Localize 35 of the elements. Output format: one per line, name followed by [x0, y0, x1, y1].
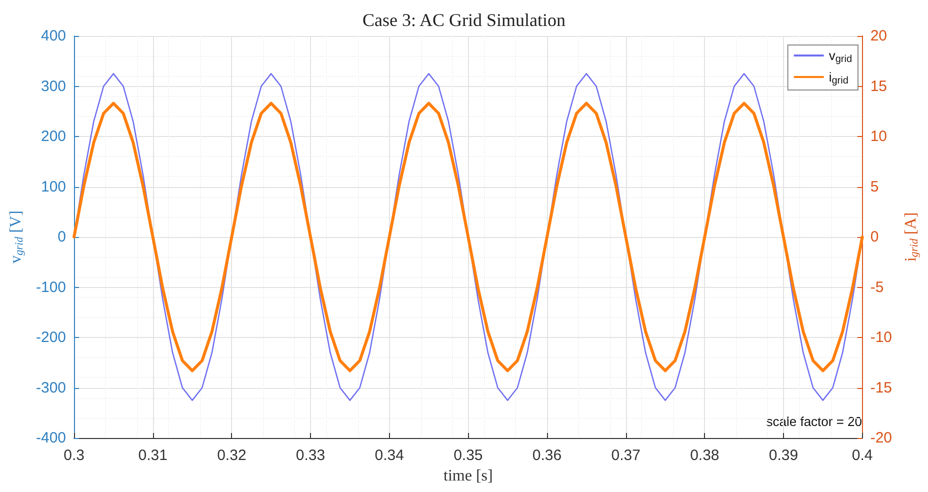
- x-axis-title: time [s]: [444, 468, 493, 484]
- y2-tick-label: 0: [870, 228, 879, 246]
- y2-tick-label: -5: [870, 278, 884, 296]
- line-series: [72, 102, 864, 372]
- x-tick-label: 0.32: [217, 447, 246, 464]
- x-tick-label: 0.4: [852, 447, 873, 464]
- x-tick-label: 0.38: [690, 447, 720, 464]
- x-tick-label: 0.3: [64, 447, 84, 464]
- y2-tick-label: 15: [870, 78, 888, 95]
- annotation: scale factor = 20: [766, 414, 862, 429]
- x-tick-label: 0.39: [768, 447, 798, 464]
- x-tick-label: 0.33: [296, 447, 326, 464]
- y-tick-label: -300: [36, 379, 66, 396]
- x-tick-label: 0.35: [454, 447, 483, 464]
- y-tick-label: 0: [58, 228, 66, 246]
- x-tick-label: 0.34: [374, 447, 404, 464]
- y-tick-label: 400: [40, 28, 66, 44]
- y2-tick-label: -15: [870, 379, 892, 396]
- y2-tick-label: -20: [870, 430, 892, 446]
- chart-title: Case 3: AC Grid Simulation: [362, 10, 566, 30]
- y-tick-label: 100: [40, 178, 66, 196]
- y2-tick-label: 10: [870, 128, 888, 145]
- y2-tick-label: 5: [870, 178, 879, 196]
- x-tick-label: 0.31: [138, 447, 168, 464]
- y2-tick-label: 20: [870, 28, 888, 44]
- x-tick-label: 0.37: [611, 447, 640, 464]
- x-tick-label: 0.36: [532, 447, 562, 464]
- y2-axis-title: igrid [A]: [902, 212, 920, 262]
- y2-tick-label: -10: [870, 329, 892, 346]
- y-tick-label: -100: [36, 278, 66, 296]
- y-tick-label: -400: [36, 430, 66, 446]
- y-axis-title: vgrid [V]: [8, 210, 26, 264]
- y-tick-label: -200: [36, 329, 66, 346]
- y-tick-label: 300: [40, 78, 66, 95]
- y-tick-label: 200: [40, 128, 66, 145]
